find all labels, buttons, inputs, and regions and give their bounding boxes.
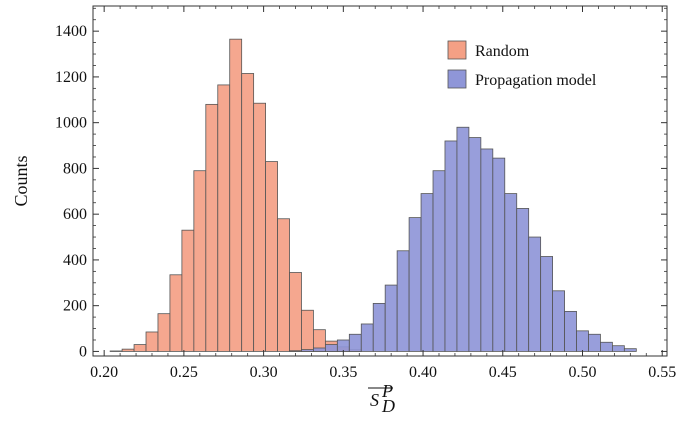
bar-propagation-model-18 xyxy=(504,193,518,352)
bar-random-16 xyxy=(301,309,314,352)
bar-random-2 xyxy=(133,344,147,352)
x-tick-label: 0.40 xyxy=(409,364,437,381)
y-tick-label: 1000 xyxy=(55,115,87,132)
x-tick-label: 0.30 xyxy=(250,364,278,381)
bar-propagation-model-11 xyxy=(420,193,434,352)
bar-propagation-model-26 xyxy=(600,341,613,352)
y-tick-label: 800 xyxy=(63,160,87,177)
bar-random-3 xyxy=(145,331,159,352)
x-axis-label-superscript: P xyxy=(381,381,393,401)
bar-random-15 xyxy=(289,272,302,352)
bar-random-14 xyxy=(277,218,290,352)
y-tick-label: 200 xyxy=(63,298,87,315)
bar-propagation-model-12 xyxy=(432,170,446,352)
bar-propagation-model-14 xyxy=(456,126,470,352)
bar-propagation-model-22 xyxy=(552,290,565,352)
bar-random-1 xyxy=(121,348,135,352)
bar-propagation-model-23 xyxy=(564,310,577,352)
x-tick-label: 0.35 xyxy=(329,364,357,381)
bar-propagation-model-24 xyxy=(576,330,589,352)
bar-propagation-model-10 xyxy=(408,217,422,352)
y-tick-label: 600 xyxy=(63,206,87,223)
bar-random-13 xyxy=(265,161,278,352)
bar-random-10 xyxy=(229,38,243,352)
x-axis-label: S P D xyxy=(368,381,395,416)
bar-random-5 xyxy=(169,274,183,352)
x-tick-label: 0.55 xyxy=(648,364,676,381)
x-tick-label: 0.45 xyxy=(489,364,517,381)
bar-propagation-model-8 xyxy=(384,284,398,352)
x-axis-label-base: S xyxy=(370,390,379,410)
bar-propagation-model-28 xyxy=(623,348,637,352)
bar-propagation-model-21 xyxy=(540,256,554,352)
bar-propagation-model-20 xyxy=(528,236,542,352)
x-tick-label: 0.50 xyxy=(568,364,596,381)
bar-propagation-model-13 xyxy=(444,140,458,352)
ticks-layer: 0.20 0.25 0.30 0.35 0.40 0.45 0.50 0.55 0 200 400 6… xyxy=(55,6,676,381)
x-axis-label-subscript: D xyxy=(381,396,395,416)
bars-layer xyxy=(109,38,637,352)
bar-random-7 xyxy=(193,170,207,352)
plot-frame xyxy=(92,5,668,357)
bar-propagation-model-7 xyxy=(372,302,386,352)
bar-random-8 xyxy=(205,103,219,352)
bar-propagation-model-3 xyxy=(324,344,338,352)
y-tick-label: 0 xyxy=(79,343,87,360)
legend-swatch xyxy=(447,69,467,89)
legend-label: Random xyxy=(475,43,530,60)
bar-propagation-model-0 xyxy=(289,350,302,352)
bar-random-4 xyxy=(157,313,171,352)
bar-random-0 xyxy=(109,350,123,352)
bar-propagation-model-15 xyxy=(468,137,482,352)
bar-propagation-model-19 xyxy=(516,208,530,352)
bar-random-11 xyxy=(241,73,255,352)
y-tick-label: 400 xyxy=(63,252,87,269)
legend-swatch xyxy=(447,40,467,60)
bar-propagation-model-6 xyxy=(360,323,374,352)
legend: Random Propagation model xyxy=(447,40,597,89)
bar-propagation-model-1 xyxy=(301,349,314,352)
bar-propagation-model-16 xyxy=(480,148,494,352)
bar-random-12 xyxy=(253,102,266,352)
bar-random-6 xyxy=(181,229,195,352)
bar-propagation-model-17 xyxy=(492,157,506,352)
bar-propagation-model-27 xyxy=(611,345,625,352)
bar-propagation-model-2 xyxy=(313,347,326,352)
x-tick-label: 0.20 xyxy=(90,364,118,381)
bar-propagation-model-9 xyxy=(396,250,410,352)
x-tick-label: 0.25 xyxy=(170,364,198,381)
y-tick-label: 1200 xyxy=(55,69,87,86)
y-axis-label: Counts xyxy=(11,155,31,206)
bar-propagation-model-4 xyxy=(336,339,350,352)
bar-random-9 xyxy=(217,84,231,352)
y-tick-label: 1400 xyxy=(55,23,87,40)
legend-label: Propagation model xyxy=(475,72,597,89)
bar-propagation-model-5 xyxy=(348,333,362,352)
bar-propagation-model-25 xyxy=(588,333,601,352)
